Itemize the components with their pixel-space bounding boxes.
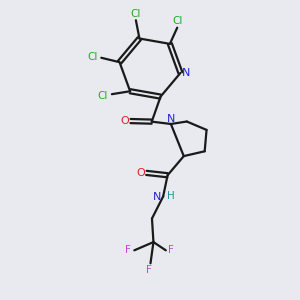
Text: Cl: Cl — [98, 91, 108, 101]
Text: N: N — [152, 192, 161, 202]
Text: Cl: Cl — [87, 52, 98, 62]
Text: Cl: Cl — [131, 9, 141, 19]
Text: Cl: Cl — [172, 16, 182, 26]
Text: F: F — [125, 245, 131, 255]
Text: N: N — [167, 114, 175, 124]
Text: O: O — [120, 116, 129, 126]
Text: O: O — [136, 168, 145, 178]
Text: N: N — [182, 68, 190, 78]
Text: H: H — [167, 191, 174, 201]
Text: F: F — [146, 265, 152, 275]
Text: F: F — [168, 245, 174, 255]
